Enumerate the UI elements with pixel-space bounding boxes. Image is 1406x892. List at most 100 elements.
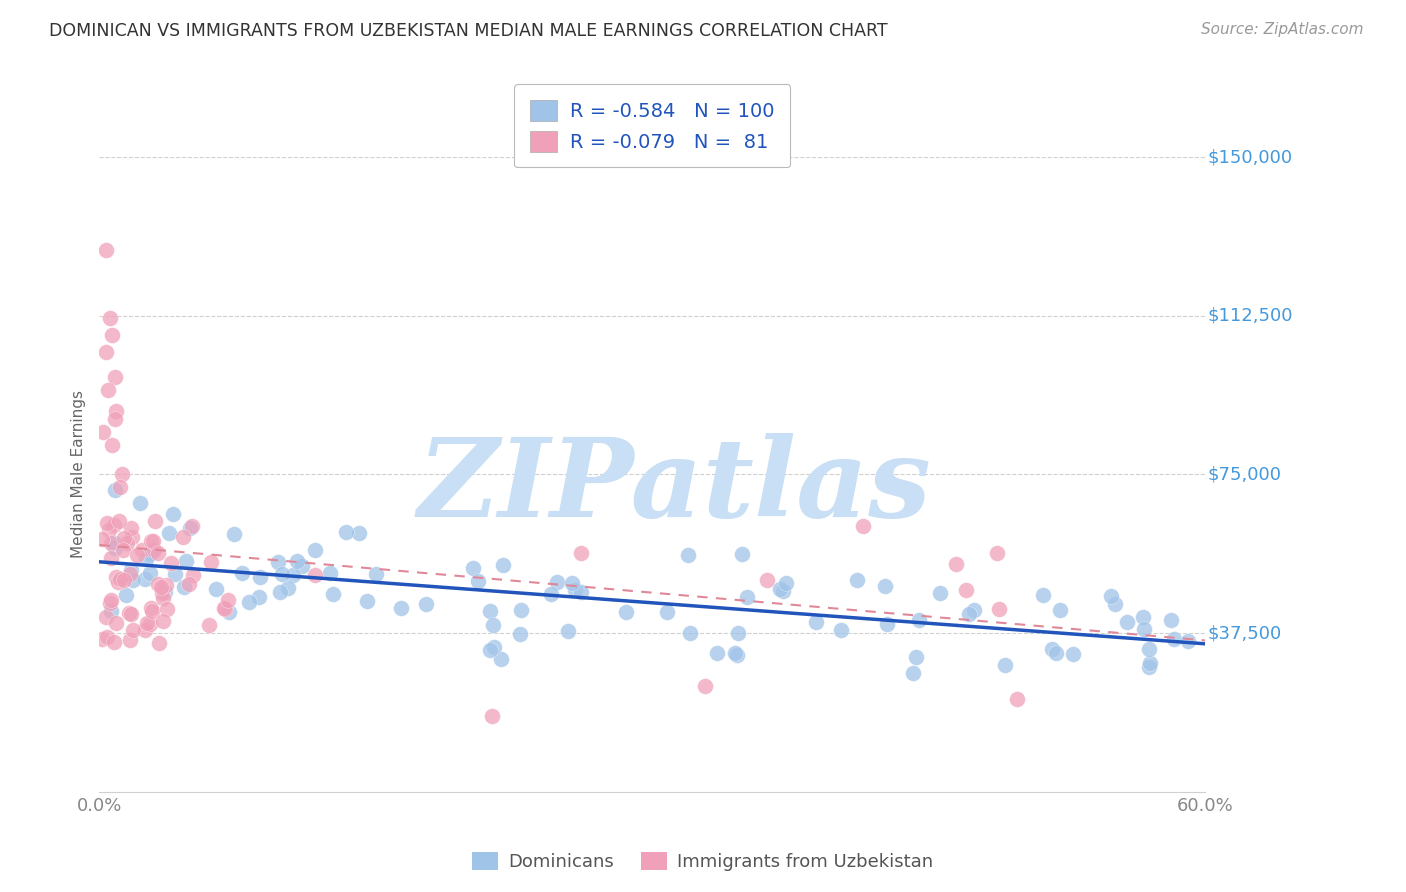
Point bbox=[727, 625, 749, 640]
Point bbox=[217, 593, 239, 607]
Point bbox=[139, 566, 162, 580]
Point bbox=[111, 543, 134, 558]
Point bbox=[547, 575, 569, 590]
Point bbox=[271, 566, 294, 581]
Point bbox=[955, 582, 977, 597]
Point bbox=[120, 607, 142, 621]
Text: $37,500: $37,500 bbox=[1208, 624, 1281, 642]
Point bbox=[104, 483, 127, 497]
Point bbox=[118, 633, 141, 648]
Y-axis label: Median Male Earnings: Median Male Earnings bbox=[72, 391, 86, 558]
Point bbox=[91, 425, 114, 439]
Point bbox=[98, 310, 121, 325]
Point bbox=[614, 605, 637, 619]
Point bbox=[134, 623, 156, 637]
Point bbox=[118, 567, 141, 582]
Point bbox=[142, 543, 165, 558]
Point bbox=[988, 601, 1011, 615]
Point bbox=[356, 594, 378, 608]
Point bbox=[724, 646, 747, 660]
Point bbox=[756, 573, 779, 587]
Point bbox=[97, 523, 120, 537]
Point bbox=[735, 590, 758, 604]
Point bbox=[1137, 659, 1160, 673]
Point bbox=[94, 344, 117, 359]
Point bbox=[212, 600, 235, 615]
Point bbox=[277, 581, 299, 595]
Point bbox=[1045, 646, 1067, 660]
Point bbox=[142, 534, 165, 549]
Point bbox=[121, 573, 143, 587]
Point bbox=[112, 574, 135, 588]
Legend: R = -0.584   N = 100, R = -0.079   N =  81: R = -0.584 N = 100, R = -0.079 N = 81 bbox=[515, 84, 790, 168]
Point bbox=[873, 578, 896, 592]
Point bbox=[249, 570, 271, 584]
Text: $150,000: $150,000 bbox=[1208, 148, 1292, 166]
Point bbox=[492, 558, 515, 572]
Point bbox=[148, 546, 170, 560]
Point bbox=[561, 576, 583, 591]
Point bbox=[481, 708, 503, 723]
Point bbox=[1032, 588, 1054, 602]
Text: DOMINICAN VS IMMIGRANTS FROM UZBEKISTAN MEDIAN MALE EARNINGS CORRELATION CHART: DOMINICAN VS IMMIGRANTS FROM UZBEKISTAN … bbox=[49, 22, 887, 40]
Point bbox=[135, 552, 157, 566]
Point bbox=[1005, 691, 1028, 706]
Point bbox=[155, 578, 177, 592]
Point bbox=[1099, 590, 1122, 604]
Point bbox=[489, 652, 512, 666]
Point bbox=[655, 605, 678, 619]
Text: Source: ZipAtlas.com: Source: ZipAtlas.com bbox=[1201, 22, 1364, 37]
Point bbox=[678, 548, 700, 562]
Point bbox=[112, 531, 135, 545]
Point bbox=[569, 546, 592, 560]
Point bbox=[105, 404, 128, 418]
Point bbox=[481, 617, 503, 632]
Point bbox=[135, 616, 157, 631]
Point bbox=[96, 516, 118, 530]
Point bbox=[148, 636, 170, 650]
Point bbox=[108, 480, 131, 494]
Point bbox=[150, 580, 173, 594]
Point bbox=[101, 438, 124, 452]
Point bbox=[1104, 598, 1126, 612]
Point bbox=[285, 554, 308, 568]
Point bbox=[269, 584, 291, 599]
Point bbox=[564, 582, 586, 597]
Text: $112,500: $112,500 bbox=[1208, 307, 1292, 325]
Point bbox=[131, 542, 153, 557]
Point bbox=[139, 548, 162, 562]
Point bbox=[118, 607, 141, 621]
Point bbox=[291, 559, 314, 574]
Point bbox=[775, 575, 797, 590]
Point bbox=[731, 547, 754, 561]
Point bbox=[478, 604, 501, 618]
Point bbox=[1132, 610, 1154, 624]
Point bbox=[174, 554, 197, 568]
Point bbox=[986, 546, 1008, 560]
Point bbox=[957, 607, 980, 622]
Point bbox=[105, 615, 128, 630]
Point bbox=[1139, 656, 1161, 670]
Point bbox=[347, 526, 370, 541]
Point bbox=[111, 467, 134, 482]
Point bbox=[706, 646, 728, 660]
Point bbox=[139, 534, 162, 549]
Point bbox=[304, 543, 326, 558]
Point bbox=[1062, 647, 1084, 661]
Point bbox=[134, 572, 156, 586]
Point bbox=[98, 597, 121, 611]
Point bbox=[141, 604, 163, 618]
Point bbox=[179, 521, 201, 535]
Point bbox=[905, 649, 928, 664]
Point bbox=[415, 597, 437, 611]
Point bbox=[121, 530, 143, 544]
Point bbox=[679, 626, 702, 640]
Point bbox=[120, 520, 142, 534]
Point bbox=[366, 567, 388, 582]
Point bbox=[569, 585, 592, 599]
Text: $75,000: $75,000 bbox=[1208, 466, 1281, 483]
Point bbox=[479, 643, 502, 657]
Point bbox=[104, 370, 127, 384]
Point bbox=[540, 587, 562, 601]
Point bbox=[127, 548, 149, 562]
